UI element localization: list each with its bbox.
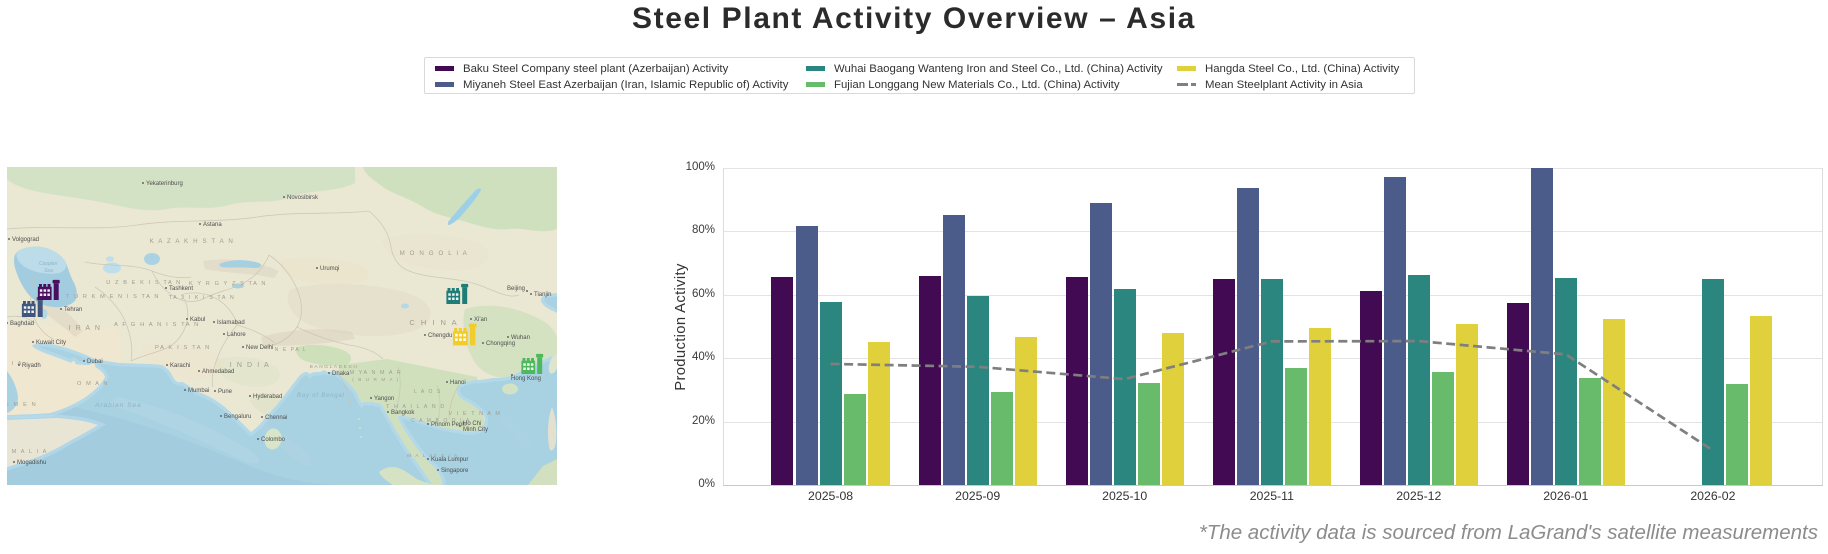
svg-text:I R A N: I R A N xyxy=(69,325,102,332)
svg-text:Colombo: Colombo xyxy=(261,437,286,443)
svg-text:PA K I S TA N: PA K I S TA N xyxy=(155,345,211,351)
svg-text:Tianjin: Tianjin xyxy=(534,292,551,298)
svg-text:Bengaluru: Bengaluru xyxy=(224,414,251,420)
svg-text:Hanoi: Hanoi xyxy=(450,380,466,386)
svg-text:Arabian Sea: Arabian Sea xyxy=(94,402,142,409)
svg-text:Singapore: Singapore xyxy=(441,468,469,474)
svg-text:N E PA L: N E PA L xyxy=(275,347,308,353)
svg-text:A B I A: A B I A xyxy=(7,361,23,367)
svg-text:Islamabad: Islamabad xyxy=(217,320,245,326)
svg-text:Bangkok: Bangkok xyxy=(391,410,415,416)
svg-text:Wuhan: Wuhan xyxy=(511,335,530,341)
svg-text:M YA N M A R: M YA N M A R xyxy=(350,370,403,376)
svg-text:Caspian: Caspian xyxy=(39,261,58,267)
svg-text:Tehran: Tehran xyxy=(64,307,82,313)
svg-text:Astana: Astana xyxy=(203,222,222,228)
svg-text:Beijing: Beijing xyxy=(507,286,525,292)
svg-text:Yekaterinburg: Yekaterinburg xyxy=(146,181,183,187)
svg-text:Minh City: Minh City xyxy=(463,427,488,433)
svg-text:Urumqi: Urumqi xyxy=(320,266,339,272)
svg-text:Kuwait City: Kuwait City xyxy=(36,340,66,346)
svg-text:C A M B O D I A: C A M B O D I A xyxy=(411,418,471,424)
svg-text:Mumbai: Mumbai xyxy=(188,388,209,394)
svg-text:A F G H A N I S TA N: A F G H A N I S TA N xyxy=(114,322,200,328)
svg-text:Kabul: Kabul xyxy=(190,317,205,323)
svg-text:Pune: Pune xyxy=(218,389,233,395)
svg-text:Baghdad: Baghdad xyxy=(10,321,34,327)
svg-text:Riyadh: Riyadh xyxy=(22,363,41,369)
svg-text:Karachi: Karachi xyxy=(170,363,190,369)
svg-text:L A O S: L A O S xyxy=(414,389,442,395)
svg-text:K A Z A K H S T A N: K A Z A K H S T A N xyxy=(150,238,235,245)
svg-text:S O M A L I A: S O M A L I A xyxy=(7,449,48,455)
svg-text:C H I N A: C H I N A xyxy=(409,318,458,327)
svg-text:Dhaka: Dhaka xyxy=(332,371,350,377)
svg-text:Hong Kong: Hong Kong xyxy=(511,376,541,382)
svg-text:TA J I K I S TA N: TA J I K I S TA N xyxy=(169,295,236,301)
svg-text:M O N G O L I A: M O N G O L I A xyxy=(400,250,469,257)
svg-text:I N D I A: I N D I A xyxy=(230,362,270,369)
svg-text:New Delhi: New Delhi xyxy=(246,345,273,351)
svg-text:T U R K M E N I S TA N: T U R K M E N I S TA N xyxy=(66,294,160,300)
svg-text:Volgograd: Volgograd xyxy=(12,237,39,243)
svg-text:Kuala Lumpur: Kuala Lumpur xyxy=(431,457,468,463)
svg-text:Chongqing: Chongqing xyxy=(486,341,515,347)
svg-text:( B U R M A ): ( B U R M A ) xyxy=(352,377,400,382)
svg-text:Lahore: Lahore xyxy=(227,332,246,338)
svg-text:Sea: Sea xyxy=(44,268,53,274)
svg-text:Chennai: Chennai xyxy=(265,415,287,421)
svg-text:BANGLADESH: BANGLADESH xyxy=(310,364,359,370)
svg-text:Yangon: Yangon xyxy=(374,396,394,402)
svg-text:Hyderabad: Hyderabad xyxy=(253,394,282,400)
svg-text:Ahmedabad: Ahmedabad xyxy=(202,369,234,375)
svg-text:U Z B E K I S TA N: U Z B E K I S TA N xyxy=(106,280,182,286)
svg-text:Phnom Penh: Phnom Penh xyxy=(431,422,466,428)
svg-text:Bay of Bengal: Bay of Bengal xyxy=(297,393,345,399)
svg-text:Dubai: Dubai xyxy=(87,359,103,365)
svg-text:Y E M E N: Y E M E N xyxy=(7,402,37,408)
svg-text:Mogadishu: Mogadishu xyxy=(17,460,46,466)
svg-text:K Y R G Y Z S TA N: K Y R G Y Z S TA N xyxy=(189,281,267,287)
svg-text:Novosibirsk: Novosibirsk xyxy=(287,195,319,201)
svg-text:Tashkent: Tashkent xyxy=(169,286,193,292)
svg-text:T H A I L A N D: T H A I L A N D xyxy=(386,404,446,410)
svg-text:V I E T N A M: V I E T N A M xyxy=(449,411,502,417)
svg-text:O M A N: O M A N xyxy=(77,381,109,387)
svg-text:Chengdu: Chengdu xyxy=(428,333,452,339)
svg-text:M A L AY S I A: M A L AY S I A xyxy=(407,453,458,458)
svg-text:Xi'an: Xi'an xyxy=(474,317,487,323)
svg-text:Ho Chi: Ho Chi xyxy=(463,421,481,427)
